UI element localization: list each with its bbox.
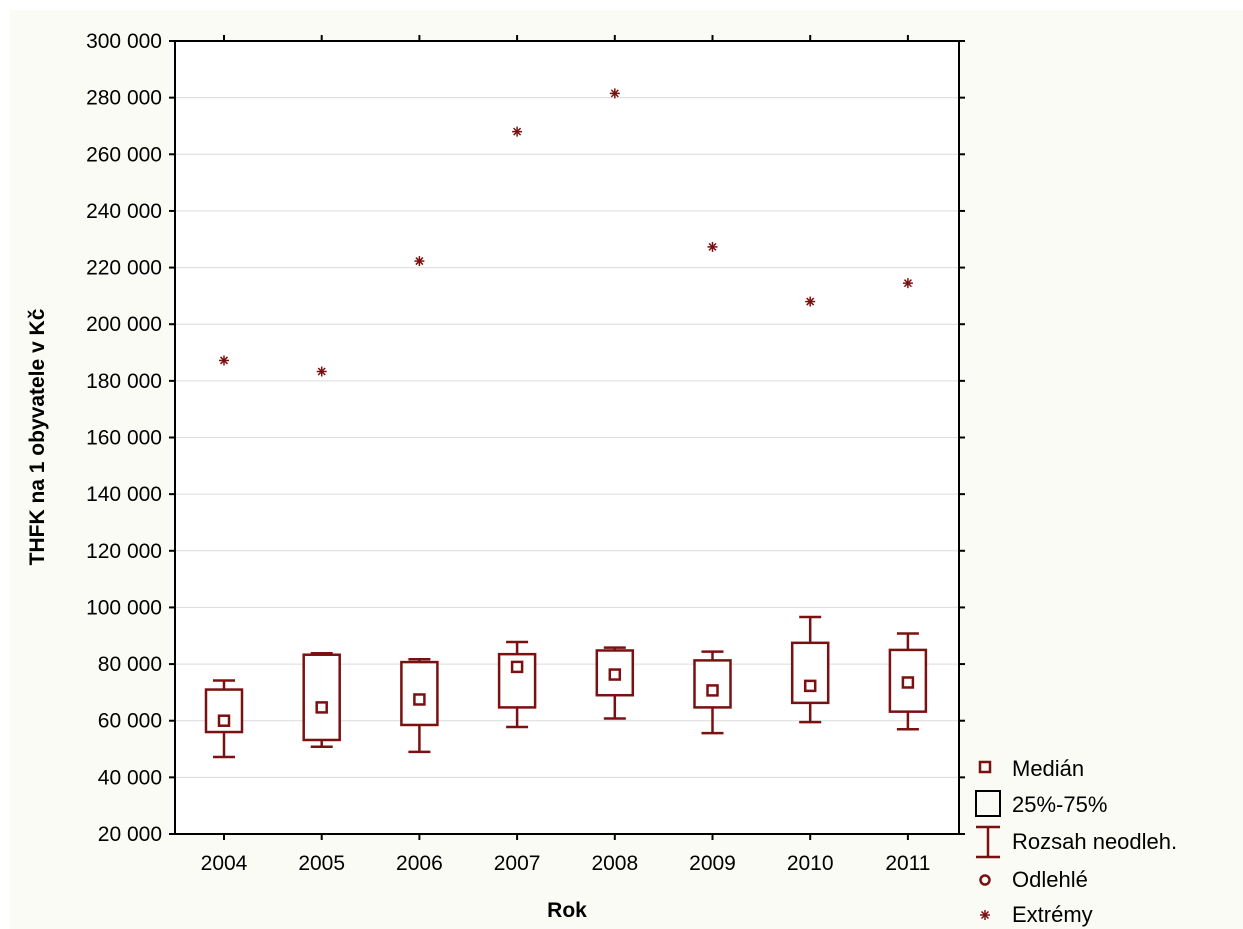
extreme-marker (316, 366, 327, 377)
extreme-marker-stroke (708, 242, 717, 251)
x-tick-label: 2010 (787, 852, 834, 875)
legend-box-label: 25%-75% (1012, 792, 1107, 817)
y-tick-label: 300 000 (86, 30, 162, 53)
x-tick-label: 2004 (201, 852, 248, 875)
y-tick-label: 180 000 (86, 370, 162, 393)
boxplot-series (204, 88, 928, 759)
iqr-box (302, 653, 341, 742)
y-tick-label: 280 000 (86, 87, 162, 110)
y-tick-label: 260 000 (86, 143, 162, 166)
y-axis-ticks: 20 000 40 000 60 000 80 000 100 000 120 000 14… (86, 30, 965, 846)
y-axis-title: THFK na 1 obyvatele v Kč (26, 308, 49, 565)
extreme-marker-stroke (610, 89, 619, 98)
grid-lines (175, 97, 959, 778)
x-axis-ticks: 2004 2005 2006 2007 2008 2009 2010 2011 (201, 35, 930, 875)
extreme-marker-stroke (415, 257, 424, 266)
y-tick-label: 80 000 (98, 653, 162, 676)
extreme-marker-stroke (219, 356, 229, 365)
median-marker (510, 660, 524, 674)
extreme-marker (805, 296, 816, 307)
y-tick-label: 100 000 (86, 596, 162, 619)
extreme-marker (609, 88, 620, 99)
y-tick-label: 140 000 (86, 483, 162, 506)
x-tick-label: 2009 (689, 852, 736, 875)
legend-box-icon (975, 790, 1001, 817)
y-tick-label: 220 000 (86, 257, 162, 280)
median-marker (413, 693, 426, 706)
box-group (302, 652, 341, 749)
median-marker (901, 676, 915, 689)
box-group (204, 679, 244, 759)
legend-extreme-label: Extrémy (1012, 902, 1093, 927)
box-group (497, 640, 537, 729)
extreme-marker (414, 256, 425, 267)
median-marker (803, 679, 817, 693)
legend-whisker-label: Rozsah neodleh. (1012, 829, 1177, 854)
extreme-marker (707, 241, 718, 252)
x-tick-label: 2008 (591, 852, 638, 875)
y-tick-label: 160 000 (86, 427, 162, 450)
median-marker (217, 714, 231, 727)
iqr-box (595, 649, 635, 697)
legend-extreme-icon (980, 910, 990, 920)
extreme-marker (219, 355, 229, 366)
x-axis-title: Rok (547, 899, 587, 922)
y-tick-label: 40 000 (98, 766, 162, 789)
extreme-marker-stroke (513, 127, 522, 136)
x-tick-label: 2007 (494, 852, 541, 875)
box-group (888, 632, 928, 731)
y-tick-label: 20 000 (98, 823, 162, 846)
y-tick-label: 60 000 (98, 710, 162, 733)
legend: Medián 25%-75% Rozsah neodleh. Odlehlé E… (975, 756, 1177, 927)
extreme-marker-stroke (903, 279, 912, 288)
median-marker (706, 684, 719, 697)
x-tick-label: 2006 (396, 852, 443, 875)
extreme-marker-stroke (317, 367, 326, 376)
iqr-box (693, 659, 732, 709)
box-group (693, 650, 732, 735)
iqr-box (790, 641, 830, 705)
x-tick-label: 2005 (298, 852, 345, 875)
legend-whisker-icon (976, 825, 1000, 859)
median-marker (315, 701, 328, 714)
x-tick-label: 2011 (885, 852, 930, 875)
legend-outlier-icon (979, 874, 991, 886)
y-tick-label: 200 000 (86, 313, 162, 336)
median-marker (608, 668, 622, 681)
box-group (790, 615, 830, 724)
legend-median-label: Medián (1012, 756, 1084, 781)
extreme-marker (902, 278, 913, 289)
box-group (400, 658, 439, 754)
iqr-box (888, 648, 928, 713)
y-tick-label: 240 000 (86, 200, 162, 223)
legend-median-icon (978, 760, 992, 774)
legend-outlier-label: Odlehlé (1012, 867, 1088, 892)
extreme-marker (512, 126, 523, 137)
box-group (595, 646, 635, 720)
extreme-marker-stroke (806, 297, 815, 306)
y-tick-label: 120 000 (86, 540, 162, 563)
